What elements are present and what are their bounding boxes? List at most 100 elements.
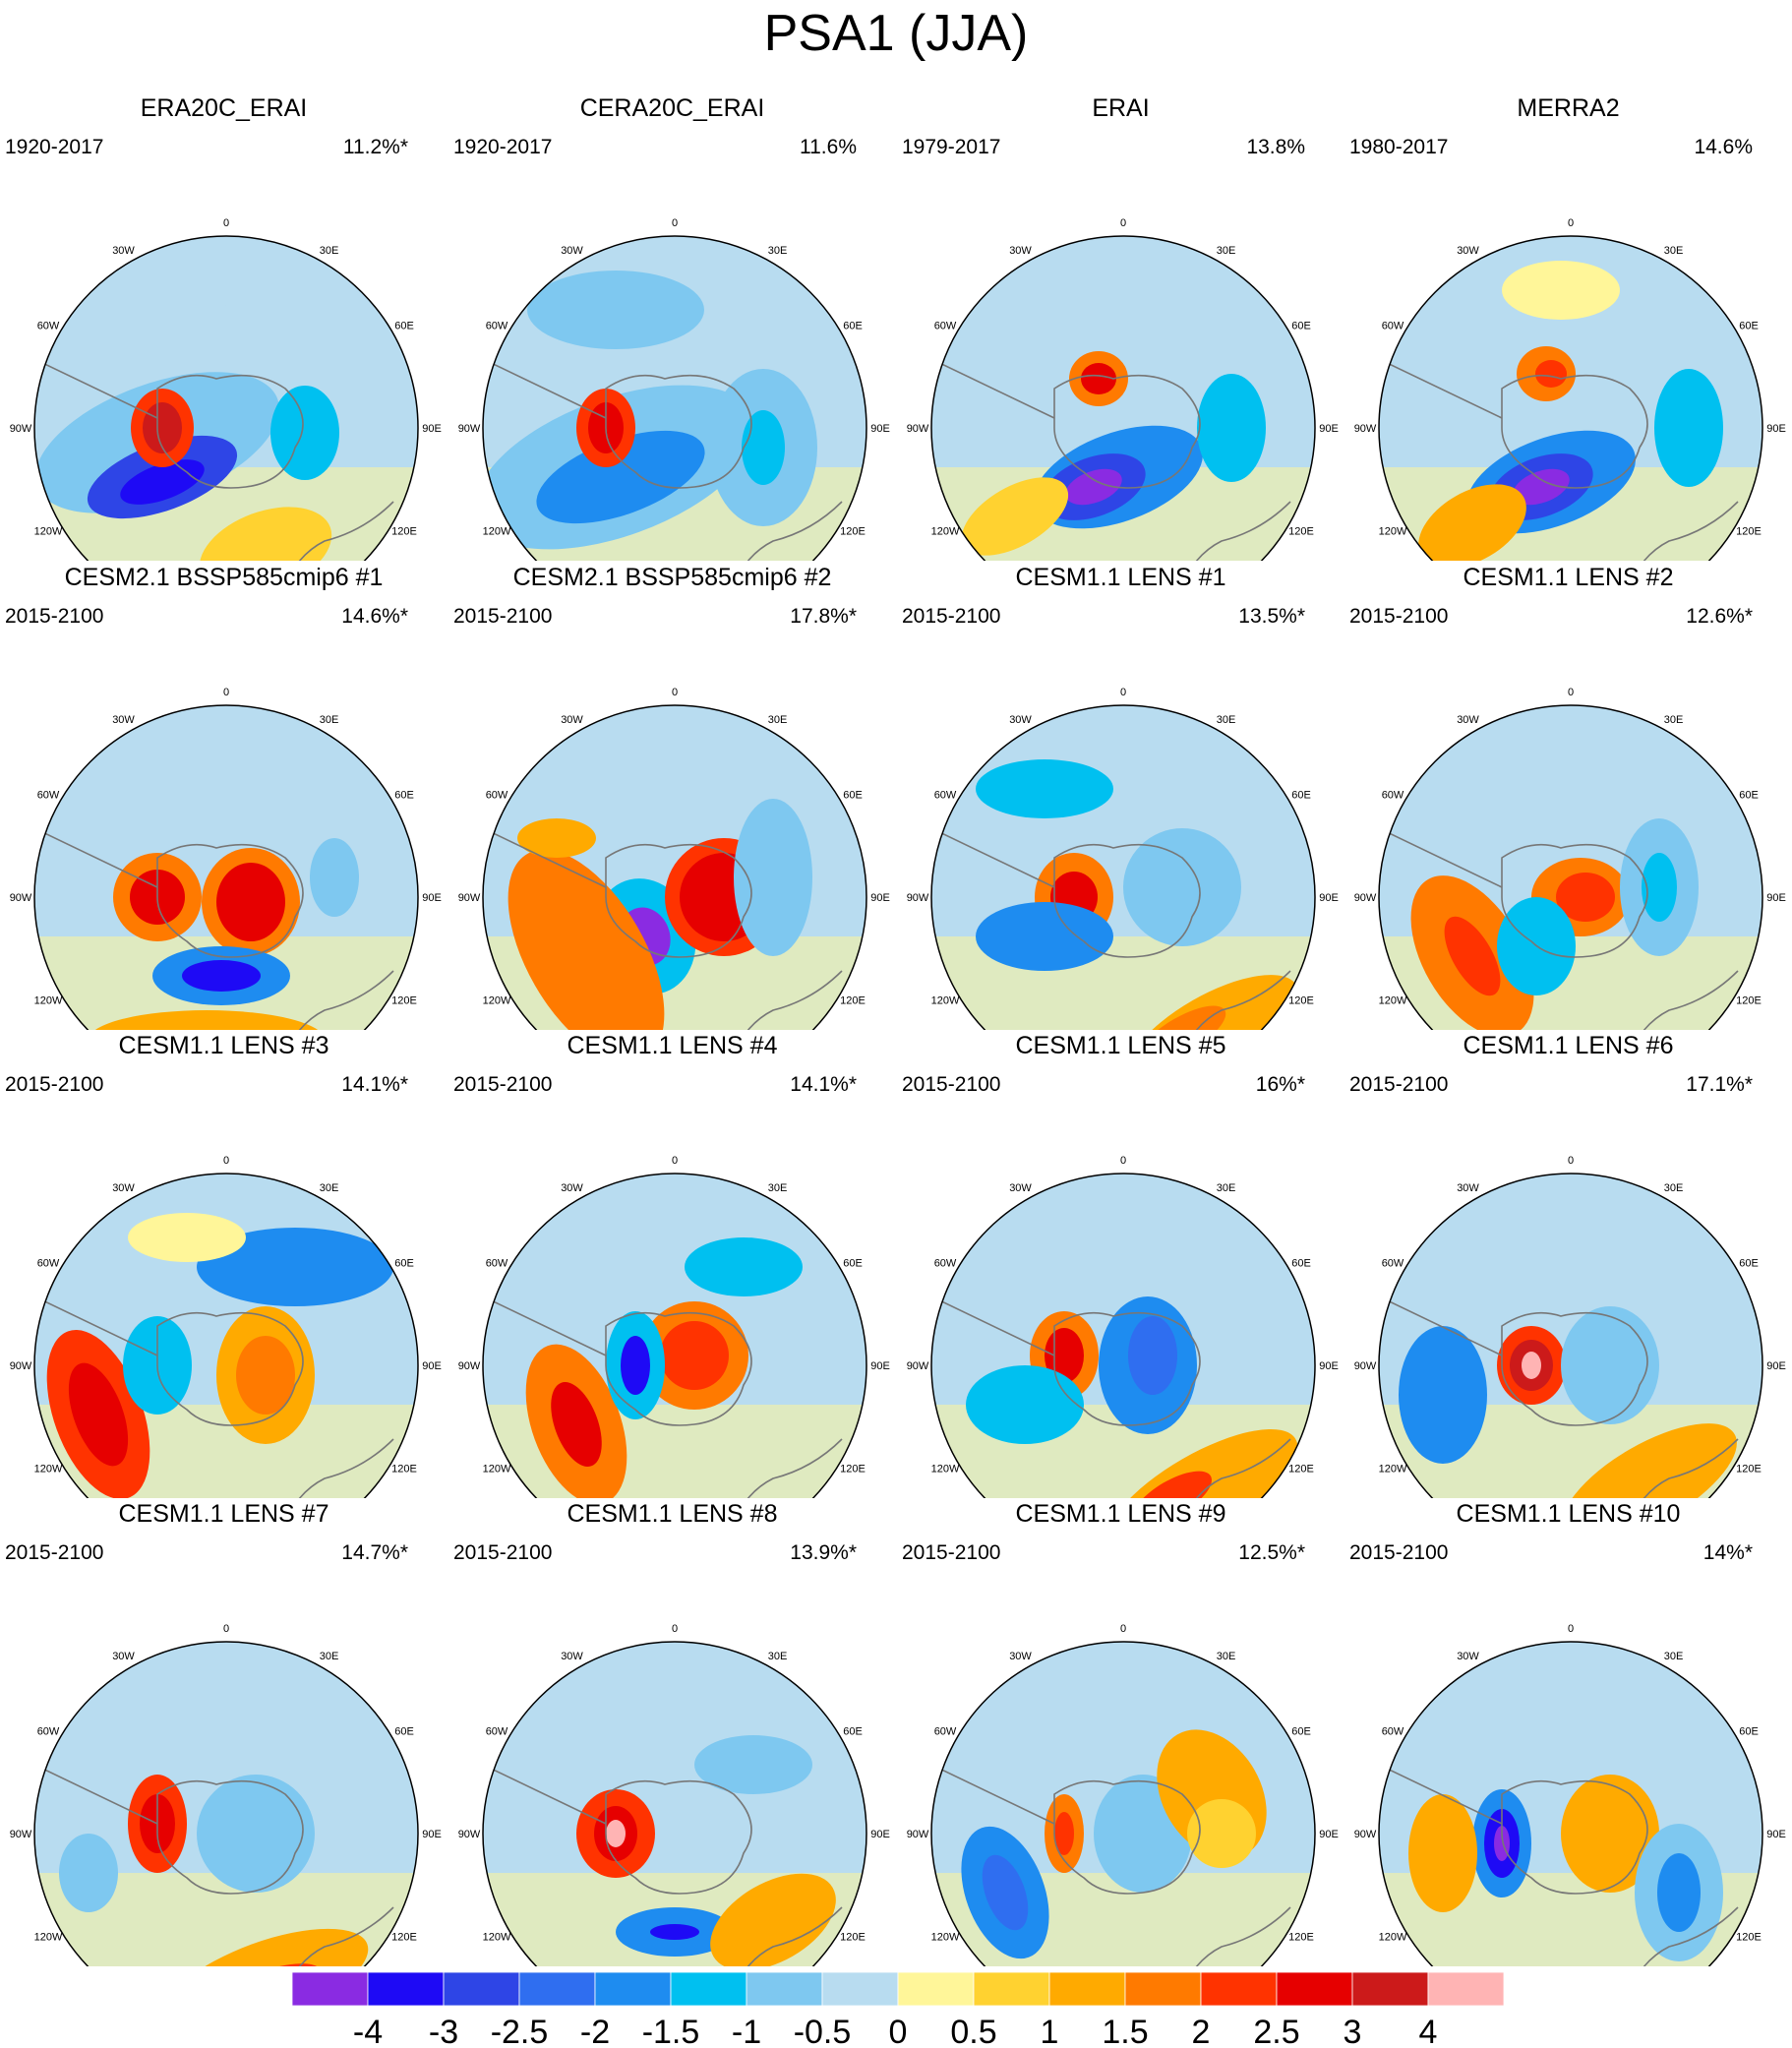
- map-panel: 030E60E90E120E150E180150W120W90W60W30WER…: [0, 93, 448, 561]
- panel-title: CESM1.1 LENS #6: [1463, 1032, 1674, 1059]
- colorbar-tick-label: 3: [1344, 2014, 1362, 2048]
- longitude-label: 120E: [391, 526, 417, 538]
- longitude-label: 30E: [320, 245, 339, 257]
- anomaly-contour: [1054, 1812, 1074, 1855]
- anomaly-contour: [621, 1336, 650, 1395]
- longitude-label: 90W: [1354, 1829, 1377, 1840]
- anomaly-contour: [650, 1924, 699, 1940]
- longitude-label: 90W: [1354, 892, 1377, 904]
- coastline: [1379, 358, 1503, 419]
- coastline: [1379, 827, 1503, 888]
- longitude-label: 0: [1568, 687, 1574, 698]
- longitude-label: 90W: [907, 1829, 929, 1840]
- longitude-label: 60E: [394, 321, 414, 332]
- colorbar-swatch: [973, 1972, 1050, 2007]
- longitude-label: 60W: [1382, 321, 1404, 332]
- coastline: [483, 1764, 607, 1825]
- coastline: [1619, 1438, 1739, 1498]
- coastline: [1053, 1779, 1201, 1895]
- coastline: [723, 1438, 843, 1498]
- colorbar-tick-label: -1.5: [642, 2014, 700, 2048]
- longitude-label: 120W: [483, 995, 511, 1007]
- coastline: [1171, 501, 1291, 561]
- longitude-label: 30W: [561, 1651, 583, 1662]
- panel-period: 2015-2100: [5, 1073, 104, 1096]
- anomaly-contour: [128, 1213, 246, 1262]
- figure-title: PSA1 (JJA): [763, 5, 1029, 62]
- longitude-label: 0: [1568, 1623, 1574, 1635]
- map-border: [482, 235, 867, 561]
- coastline: [931, 1295, 1055, 1356]
- panel-period: 2015-2100: [902, 1541, 1001, 1564]
- map-panel: 030E60E90E120E150E180150W120W90W60W30WCE…: [1344, 1031, 1792, 1498]
- longitude-label: 60W: [486, 1726, 508, 1738]
- longitude-label: 0: [672, 217, 678, 229]
- longitude-label: 60W: [934, 1726, 957, 1738]
- anomaly-contour: [1081, 363, 1116, 394]
- panel-period: 2015-2100: [1349, 605, 1449, 628]
- coastline: [274, 970, 394, 1030]
- longitude-label: 30E: [320, 1651, 339, 1662]
- longitude-label: 60E: [1291, 321, 1311, 332]
- panel-title: MERRA2: [1517, 94, 1620, 122]
- anomaly-contour: [1065, 468, 1122, 506]
- panel-title: CESM1.1 LENS #4: [567, 1032, 778, 1059]
- longitude-label: 0: [1568, 1155, 1574, 1167]
- longitude-label: 90W: [458, 1360, 481, 1372]
- coastline: [274, 1438, 394, 1498]
- panel-title: CESM1.1 LENS #8: [567, 1500, 778, 1528]
- longitude-label: 30W: [1009, 1182, 1032, 1194]
- longitude-label: 90E: [1319, 423, 1339, 435]
- colorbar-swatch: [1048, 1972, 1126, 2007]
- longitude-label: 120W: [1379, 1932, 1407, 1944]
- anomaly-contour: [551, 1382, 602, 1467]
- anomaly-contour: [1418, 484, 1526, 561]
- polar-map: 030E60E90E120E150E180150W120W90W60W30W: [907, 1623, 1339, 1966]
- anomaly-contour: [236, 1336, 295, 1415]
- panel-title: CESM1.1 LENS #5: [1015, 1032, 1226, 1059]
- panel-period: 1980-2017: [1349, 136, 1449, 158]
- longitude-label: 60W: [1382, 1726, 1404, 1738]
- panel-period: 2015-2100: [5, 605, 104, 628]
- longitude-label: 90W: [907, 1360, 929, 1372]
- longitude-label: 0: [1120, 687, 1126, 698]
- anomaly-contour: [1123, 828, 1241, 946]
- longitude-label: 60W: [37, 1258, 60, 1270]
- longitude-label: 90E: [1766, 892, 1786, 904]
- anomaly-contour: [1138, 1005, 1226, 1030]
- longitude-label: 0: [1568, 217, 1574, 229]
- map-panel: 030E60E90E120E150E180150W120W90W60W30WCE…: [448, 1031, 896, 1498]
- longitude-label: 30W: [1457, 714, 1479, 726]
- longitude-label: 30E: [320, 1182, 339, 1194]
- colorbar-tick-label: -2.5: [491, 2014, 549, 2048]
- panel-variance: 11.2%*: [342, 136, 408, 158]
- panel-variance: 14.6%*: [341, 605, 408, 628]
- longitude-label: 30W: [561, 1182, 583, 1194]
- map-border: [482, 1641, 867, 1966]
- panel-title: CESM1.1 LENS #9: [1015, 1500, 1226, 1528]
- longitude-label: 120W: [931, 995, 960, 1007]
- panel-period: 2015-2100: [453, 605, 553, 628]
- longitude-label: 120E: [391, 1464, 417, 1476]
- longitude-label: 60E: [1739, 1258, 1759, 1270]
- longitude-label: 0: [1120, 1623, 1126, 1635]
- longitude-label: 60E: [1739, 1726, 1759, 1738]
- colorbar: -4 -3 -2.5 -2 -1.5 -1 -0.5 0 0.5 1 1.5 2 2.5 3 4: [292, 1972, 1504, 2048]
- longitude-label: 30W: [1009, 714, 1032, 726]
- longitude-label: 60E: [843, 1258, 863, 1270]
- longitude-label: 120E: [1736, 1932, 1762, 1944]
- longitude-label: 90E: [1766, 1360, 1786, 1372]
- panel-variance: 14.6%: [1694, 136, 1753, 158]
- longitude-label: 90W: [907, 423, 929, 435]
- anomaly-contour: [1124, 975, 1299, 1030]
- map-border: [1378, 704, 1763, 1030]
- longitude-label: 90E: [1766, 1829, 1786, 1840]
- longitude-label: 0: [223, 687, 229, 698]
- polar-map: 030E60E90E120E150E180150W120W90W60W30W: [1354, 1155, 1786, 1498]
- polar-map: 030E60E90E120E150E180150W120W90W60W30W: [1354, 687, 1786, 1030]
- anomaly-contour: [1561, 1775, 1659, 1893]
- coastline: [1619, 501, 1739, 561]
- longitude-label: 120E: [1288, 526, 1314, 538]
- anomaly-contour: [685, 1237, 803, 1296]
- longitude-label: 120W: [483, 1932, 511, 1944]
